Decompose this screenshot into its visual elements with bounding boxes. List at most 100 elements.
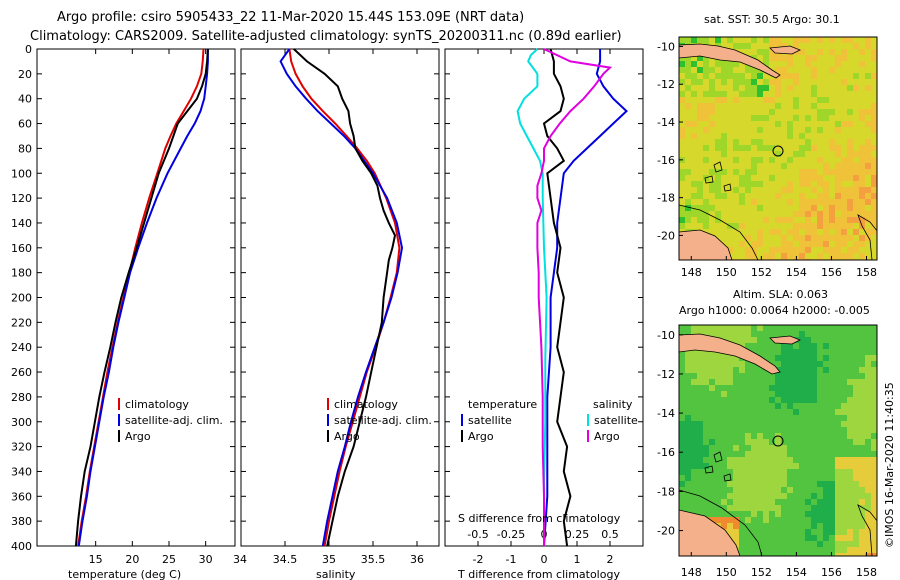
depth-tick-label: 80 <box>18 142 32 155</box>
series-line-climatology <box>288 48 401 547</box>
temperature-plot-frame <box>36 48 236 547</box>
x-tick-label: 35.5 <box>361 553 386 566</box>
legend-label-satellite: satellite-adj. clim. <box>125 414 223 427</box>
legend-label-argo: Argo <box>125 430 151 443</box>
legend-title-salinity: salinity <box>593 398 633 411</box>
depth-tick-label: 360 <box>11 490 32 503</box>
series-line-t-satellite <box>543 49 628 547</box>
temperature-axis-label: temperature (deg C) <box>68 568 181 580</box>
difference-legend: temperature satellite Argo salinity sate… <box>461 398 638 443</box>
lon-tick-label: 148 <box>681 266 702 279</box>
depth-tick-label: 300 <box>11 416 32 429</box>
s-diff-tick-label: 0.25 <box>565 528 590 541</box>
title-line-2: Climatology: CARS2009. Satellite-adjuste… <box>30 29 622 44</box>
depth-tick-label: 180 <box>11 267 32 280</box>
lat-tick-label: -18 <box>657 192 675 205</box>
depth-tick-label: 20 <box>18 68 32 81</box>
sst-map-title: sat. SST: 30.5 Argo: 30.1 <box>704 13 840 26</box>
sst-map-field <box>679 37 877 260</box>
s-difference-axis-label: S difference from climatology <box>458 512 621 525</box>
depth-tick-label: 400 <box>11 540 32 553</box>
lon-tick-label: 156 <box>821 566 842 579</box>
x-tick-label: 36 <box>410 553 424 566</box>
title-line-1: Argo profile: csiro 5905433_22 11-Mar-20… <box>57 10 524 25</box>
series-line-t-argo <box>542 48 572 547</box>
imos-credit: ©IMOS 16-Mar-2020 11:40:35 <box>883 382 896 548</box>
lon-tick-label: 154 <box>786 266 807 279</box>
lat-tick-label: -20 <box>657 525 675 538</box>
sla-map-ticks: 148 150 152 154 156 158 -10 -12 -14 -16 -18 -20 <box>657 329 877 579</box>
legend-label-climatology: climatology <box>125 398 189 411</box>
x-tick-label: -2 <box>473 553 484 566</box>
salinity-panel: 34.5 35 35.5 36 climatology satellite-adj. … <box>240 48 440 580</box>
legend-label-t-argo: Argo <box>468 430 494 443</box>
depth-tick-label: 240 <box>11 341 32 354</box>
lon-tick-label: 154 <box>786 566 807 579</box>
temperature-legend: climatology satellite-adj. clim. Argo <box>118 398 223 443</box>
temperature-axis-ticks: 15 20 25 30 34 <box>89 49 247 566</box>
depth-tick-label: 160 <box>11 242 32 255</box>
depth-tick-label: 0 <box>25 43 32 56</box>
argo-location-marker <box>772 145 784 157</box>
lon-tick-label: 148 <box>681 566 702 579</box>
depth-axis-ticks: 0 20 40 60 80 100 120 140 160 180 200 220 240 260 280 3… <box>11 43 235 553</box>
legend-label-s-satellite: satellite <box>594 414 638 427</box>
lat-tick-label: -12 <box>657 78 675 91</box>
sst-map-frame <box>678 36 878 261</box>
legend-label-t-satellite: satellite <box>468 414 512 427</box>
difference-panel: -2 -1 0 1 2 -0.5 -0.25 0 0.25 0.5 temperature sa… <box>444 48 644 580</box>
lat-tick-label: -14 <box>657 116 675 129</box>
lon-tick-label: 150 <box>716 266 737 279</box>
depth-tick-label: 200 <box>11 292 32 305</box>
depth-tick-label: 40 <box>18 93 32 106</box>
lat-tick-label: -14 <box>657 407 675 420</box>
depth-tick-label: 340 <box>11 465 32 478</box>
depth-tick-label: 220 <box>11 316 32 329</box>
depth-tick-label: 260 <box>11 366 32 379</box>
series-line-argo <box>74 48 209 547</box>
legend-label-climatology: climatology <box>334 398 398 411</box>
salinity-axis-ticks: 34.5 35 35.5 36 <box>273 49 424 566</box>
s-diff-tick-label: 0.5 <box>601 528 619 541</box>
temperature-panel: 0 20 40 60 80 100 120 140 160 180 200 220 240 260 280 3… <box>11 43 247 580</box>
lat-tick-label: -12 <box>657 368 675 381</box>
x-tick-label: -1 <box>506 553 517 566</box>
sla-map-title-line-1: Altim. SLA: 0.063 <box>733 288 828 301</box>
depth-tick-label: 320 <box>11 441 32 454</box>
depth-tick-label: 280 <box>11 391 32 404</box>
salinity-series <box>279 48 404 547</box>
series-line-s-satellite <box>516 48 548 546</box>
sst-map-ticks: 148 150 152 154 156 158 -10 -12 -14 -16 -18 -20 <box>657 40 877 279</box>
x-tick-label: 34 <box>233 553 247 566</box>
lon-tick-label: 156 <box>821 266 842 279</box>
lon-tick-label: 150 <box>716 566 737 579</box>
sst-map-coastlines <box>679 43 877 260</box>
depth-tick-label: 140 <box>11 217 32 230</box>
x-tick-label: 30 <box>199 553 213 566</box>
difference-series <box>516 48 628 547</box>
sla-map-title-line-2: Argo h1000: 0.0064 h2000: -0.005 <box>679 304 870 317</box>
lon-tick-label: 158 <box>856 266 877 279</box>
argo-location-marker <box>772 435 784 447</box>
legend-label-s-argo: Argo <box>594 430 620 443</box>
x-tick-label: 0 <box>541 553 548 566</box>
lat-tick-label: -10 <box>657 329 675 342</box>
x-tick-label: 35 <box>322 553 336 566</box>
lat-tick-label: -20 <box>657 229 675 242</box>
depth-tick-label: 120 <box>11 192 32 205</box>
s-diff-tick-label: -0.5 <box>467 528 488 541</box>
x-tick-label: 1 <box>574 553 581 566</box>
x-tick-label: 2 <box>607 553 614 566</box>
series-line-s-argo <box>536 48 613 546</box>
lat-tick-label: -16 <box>657 446 675 459</box>
lat-tick-label: -18 <box>657 485 675 498</box>
lat-tick-label: -10 <box>657 40 675 53</box>
salinity-legend: climatology satellite-adj. clim. Argo <box>327 398 432 443</box>
sst-map: 148 150 152 154 156 158 -10 -12 -14 -16 -18 -20 <box>657 36 878 279</box>
legend-label-argo: Argo <box>334 430 360 443</box>
x-tick-label: 25 <box>162 553 176 566</box>
x-tick-label: 15 <box>89 553 103 566</box>
lon-tick-label: 158 <box>856 566 877 579</box>
legend-title-temperature: temperature <box>468 398 537 411</box>
